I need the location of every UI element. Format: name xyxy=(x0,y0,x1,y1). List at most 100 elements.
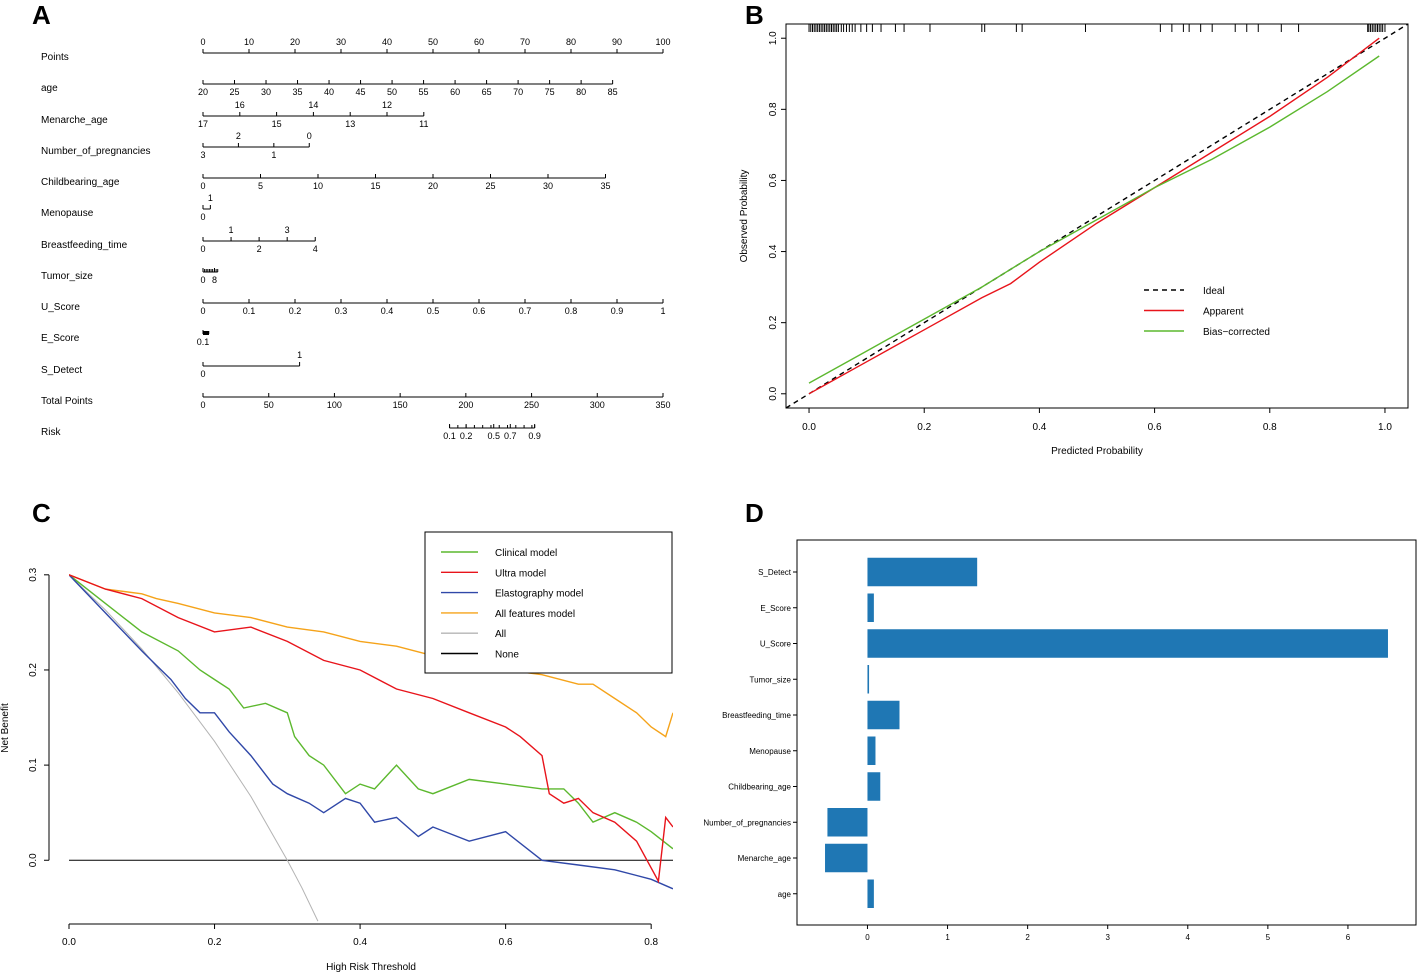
nomogram-tick-label: 35 xyxy=(600,181,610,191)
legend-label-elastography-model: Elastography model xyxy=(495,589,583,600)
x-axis-tick-label: 0.8 xyxy=(1263,422,1277,433)
x-axis-tick-label: 0.0 xyxy=(62,937,76,948)
y-axis-tick-label: 0.0 xyxy=(28,853,39,867)
y-axis-title: Observed Probability xyxy=(739,170,750,263)
x-axis-title: High Risk Threshold xyxy=(326,962,416,972)
nomogram-row-label-points: Points xyxy=(41,52,69,63)
nomogram-tick-label: 70 xyxy=(513,87,523,97)
x-axis-tick-label: 0.6 xyxy=(499,937,513,948)
nomogram-tick-label: 60 xyxy=(450,87,460,97)
nomogram-row-label-childbearing-age: Childbearing_age xyxy=(41,177,120,188)
bar-breastfeeding-time xyxy=(867,700,900,730)
nomogram-row-label-total-points: Total Points xyxy=(41,396,93,407)
panel-label-b: B xyxy=(745,0,764,30)
y-axis-tick-label-tumor-size: Tumor_size xyxy=(750,675,792,684)
nomogram-tick-label: 350 xyxy=(655,400,670,410)
bar-childbearing-age xyxy=(867,772,881,801)
nomogram-tick-label: 20 xyxy=(290,37,300,47)
nomogram-row-label-menopause: Menopause xyxy=(41,208,94,219)
x-axis-tick-label: 0.8 xyxy=(644,937,658,948)
nomogram-tick-label: 0 xyxy=(200,244,205,254)
nomogram-tick-label: 65 xyxy=(482,87,492,97)
nomogram-tick-label: 1 xyxy=(229,225,234,235)
bar-tumor-size xyxy=(867,665,870,694)
nomogram-tick-label: 150 xyxy=(393,400,408,410)
series-line-bias-corrected xyxy=(808,55,1380,384)
nomogram-tick-label: 13 xyxy=(345,119,355,129)
nomogram-row-label-e-score: E_Score xyxy=(41,333,80,344)
bar-age xyxy=(867,879,874,908)
nomogram-tick-label: 90 xyxy=(612,37,622,47)
legend-label-apparent: Apparent xyxy=(1203,307,1244,318)
nomogram-tick-label: 0.5 xyxy=(427,306,440,316)
nomogram-tick-label: 50 xyxy=(264,400,274,410)
nomogram-tick-label: 0.9 xyxy=(611,306,624,316)
series-line-elastography-model xyxy=(69,574,673,890)
calibration-plot-frame xyxy=(785,23,1409,409)
series-line-all xyxy=(69,574,319,922)
nomogram-tick-label: 60 xyxy=(474,37,484,47)
nomogram-tick-label: 30 xyxy=(543,181,553,191)
nomogram-tick-label: 40 xyxy=(382,37,392,47)
nomogram-tick-label: 0 xyxy=(200,306,205,316)
nomogram-tick-label: 80 xyxy=(566,37,576,47)
y-axis-tick-label: 0.1 xyxy=(28,758,39,772)
nomogram-tick-label: 1 xyxy=(660,306,665,316)
nomogram-tick-label: 0.6 xyxy=(473,306,486,316)
nomogram-tick-label: 1 xyxy=(297,350,302,360)
nomogram-tick-label: 30 xyxy=(336,37,346,47)
x-axis-tick-label: 0.4 xyxy=(353,937,367,948)
nomogram-tick-label: 200 xyxy=(458,400,473,410)
y-axis-title: Net Benefit xyxy=(0,703,11,753)
nomogram-tick-label: 0 xyxy=(200,181,205,191)
y-axis-tick-label-breastfeeding-time: Breastfeeding_time xyxy=(722,711,791,720)
calibration-plot-panel: 0.0 0.2 0.4 0.6 0.8 1.0 0.0 0.2 0.4 0.6 0.8 1.0 Pred… xyxy=(739,23,1409,457)
nomogram-tick-label: 8 xyxy=(212,275,217,285)
nomogram-tick-label: 0.8 xyxy=(565,306,578,316)
nomogram-tick-label: 35 xyxy=(293,87,303,97)
nomogram-row-label-tumor-size: Tumor_size xyxy=(41,271,93,282)
nomogram-tick-label: 75 xyxy=(545,87,555,97)
nomogram-tick-label: 10 xyxy=(313,181,323,191)
x-axis-tick-label: 0 xyxy=(865,933,870,942)
bar-e-score xyxy=(867,593,874,622)
nomogram-tick-label: 4 xyxy=(313,244,318,254)
x-axis-tick-label: 1 xyxy=(945,933,950,942)
y-axis-tick-label: 0.8 xyxy=(768,102,779,116)
panel-label-d: D xyxy=(745,498,764,528)
nomogram-row-label-menarche-age: Menarche_age xyxy=(41,115,108,126)
legend-label-none: None xyxy=(495,650,519,661)
nomogram-tick-label: 70 xyxy=(520,37,530,47)
nomogram-tick-label: 85 xyxy=(608,87,618,97)
x-axis-tick-label: 0.2 xyxy=(208,937,222,948)
x-axis-tick-label: 4 xyxy=(1186,933,1191,942)
x-axis-tick-label: 2 xyxy=(1025,933,1030,942)
nomogram-tick-label: 5 xyxy=(258,181,263,191)
nomogram-tick-label: 250 xyxy=(524,400,539,410)
nomogram-tick-label: 16 xyxy=(235,100,245,110)
nomogram-tick-label: 0.5 xyxy=(487,431,500,441)
x-axis-tick-label: 0.4 xyxy=(1032,422,1046,433)
nomogram-tick-label: 55 xyxy=(419,87,429,97)
y-axis-tick-label: 0.6 xyxy=(768,173,779,187)
nomogram-tick-label: 10 xyxy=(244,37,254,47)
nomogram-tick-label: 0.2 xyxy=(460,431,473,441)
nomogram-row-label-u-score: U_Score xyxy=(41,302,80,313)
nomogram-tick-label: 0.1 xyxy=(243,306,256,316)
nomogram-tick-label: 15 xyxy=(370,181,380,191)
nomogram-tick-label: 0.2 xyxy=(289,306,302,316)
bar-u-score xyxy=(867,629,1388,658)
y-axis-tick-label-s-detect: S_Detect xyxy=(758,568,792,577)
nomogram-tick-label: 1 xyxy=(208,193,213,203)
x-axis-tick-label: 0.6 xyxy=(1148,422,1162,433)
nomogram-tick-label: 50 xyxy=(387,87,397,97)
panel-label-c: C xyxy=(32,498,51,528)
y-axis-tick-label-number-of-pregnancies: Number_of_pregnancies xyxy=(703,818,791,827)
nomogram-tick-label: 80 xyxy=(576,87,586,97)
x-axis-tick-label: 5 xyxy=(1266,933,1271,942)
y-axis-tick-label-e-score: E_Score xyxy=(760,604,791,613)
y-axis-tick-label-menarche-age: Menarche_age xyxy=(738,854,792,863)
nomogram-tick-label: 25 xyxy=(485,181,495,191)
